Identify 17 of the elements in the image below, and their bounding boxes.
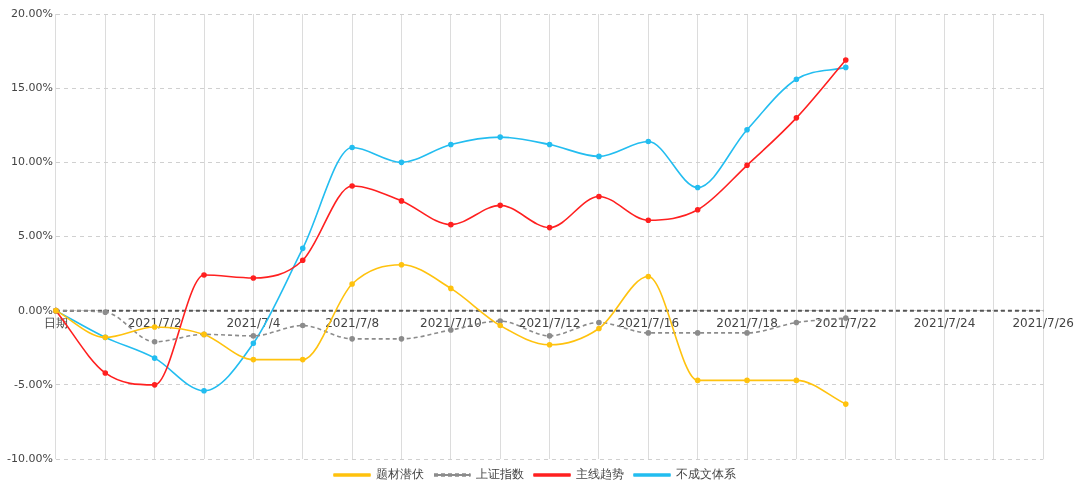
y-tick-label: 5.00% [17, 229, 53, 243]
x-tick-label: 2021/7/18 [716, 315, 778, 330]
legend-label: 不成文体系 [676, 467, 736, 482]
legend-label: 上证指数 [476, 467, 524, 482]
x-tick-label: 2021/7/12 [518, 315, 581, 330]
y-tick-label: 0.00% [17, 303, 53, 317]
x-tick-label: 2021/7/10 [420, 315, 482, 330]
legend-label: 主线趋势 [576, 467, 624, 482]
x-tick-label: 2021/7/24 [913, 315, 976, 330]
y-tick-label: -5.00% [13, 377, 53, 391]
y-tick-label: -10.00% [6, 451, 53, 465]
legend-label: 题材潜伏 [376, 467, 424, 482]
x-tick-label: 2021/7/26 [1012, 315, 1074, 330]
y-tick-label: 10.00% [10, 155, 53, 169]
y-tick-label: 15.00% [10, 81, 53, 95]
x-tick-label: 2021/7/22 [815, 315, 877, 330]
y-tick-label: 20.00% [10, 6, 53, 20]
